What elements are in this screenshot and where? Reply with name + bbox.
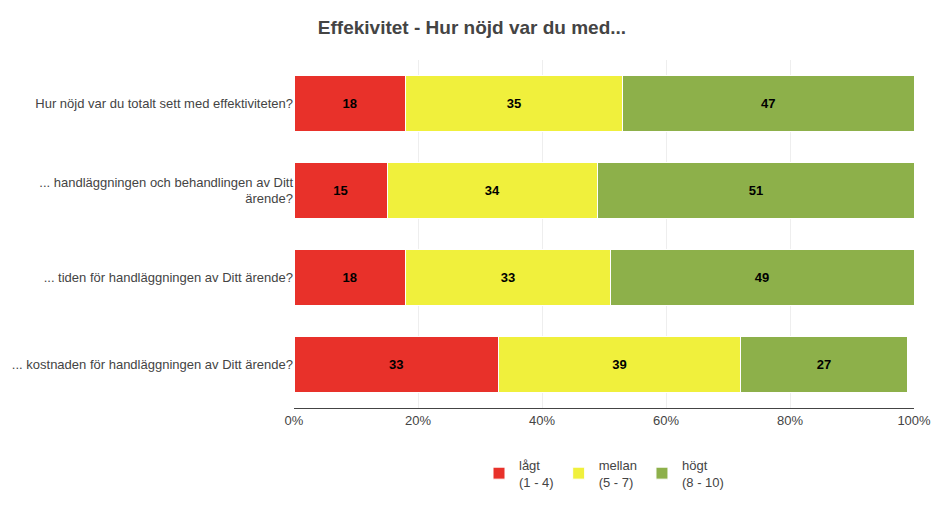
svg-text:... kostnaden för handläggning: ... kostnaden för handläggningen av Ditt… [12, 357, 293, 372]
svg-text:60%: 60% [653, 413, 679, 428]
svg-text:35: 35 [507, 96, 521, 111]
svg-text:34: 34 [485, 183, 500, 198]
svg-text:15: 15 [333, 183, 347, 198]
svg-text:mellan(5 - 7): mellan(5 - 7) [599, 458, 637, 490]
svg-text:33: 33 [389, 357, 403, 372]
svg-text:51: 51 [749, 183, 763, 198]
svg-text:100%: 100% [897, 413, 931, 428]
svg-text:Hur nöjd var du totalt sett me: Hur nöjd var du totalt sett med effektiv… [35, 96, 293, 111]
svg-text:33: 33 [501, 270, 515, 285]
svg-text:20%: 20% [405, 413, 431, 428]
svg-text:18: 18 [343, 270, 357, 285]
svg-text:47: 47 [761, 96, 775, 111]
svg-text:18: 18 [343, 96, 357, 111]
svg-text:40%: 40% [529, 413, 555, 428]
svg-text:... handläggningen och behandl: ... handläggningen och behandlingen av D… [39, 175, 293, 207]
svg-text:... tiden för handläggningen a: ... tiden för handläggningen av Ditt äre… [44, 270, 293, 285]
svg-text:0%: 0% [285, 413, 304, 428]
svg-text:lågt(1 - 4): lågt(1 - 4) [519, 458, 554, 490]
svg-text:Effekivitet - Hur nöjd var du: Effekivitet - Hur nöjd var du med... [318, 17, 626, 38]
svg-text:27: 27 [817, 357, 831, 372]
svg-text:49: 49 [755, 270, 769, 285]
svg-text:högt(8 - 10): högt(8 - 10) [682, 458, 724, 490]
svg-text:39: 39 [612, 357, 626, 372]
svg-text:80%: 80% [777, 413, 803, 428]
